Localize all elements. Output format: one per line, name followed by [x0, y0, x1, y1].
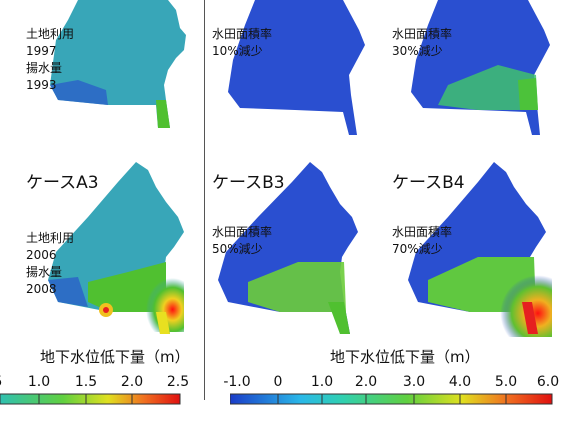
legend-right-tick: 4.0 — [448, 374, 472, 390]
map-top-left — [50, 0, 186, 128]
legend-left-tick: 5 — [0, 374, 2, 390]
label-b4: 水田面積率 70%減少 — [392, 225, 453, 256]
map-a3 — [48, 162, 184, 334]
label-b3: 水田面積率 50%減少 — [212, 225, 273, 256]
legend-right-tick: 2.0 — [354, 374, 378, 390]
legend-left-tick: 2.0 — [120, 374, 144, 390]
legend-right-colorbar — [230, 393, 553, 405]
legend-right-tick: 6.0 — [536, 374, 560, 390]
legend-right-tick: 0 — [273, 374, 283, 390]
legend-left-tick: 1.0 — [27, 374, 51, 390]
legend-right-tick: 1.0 — [310, 374, 334, 390]
map-b3 — [218, 162, 358, 334]
label-top-left: 土地利用 1997 揚水量 1993 — [26, 27, 75, 92]
legend-left-title: 地下水位低下量（m） — [40, 348, 190, 366]
case-label-a3: ケースA3 — [26, 173, 99, 193]
legend-right-title: 地下水位低下量（m） — [330, 348, 480, 366]
case-label-b4: ケースB4 — [392, 173, 465, 193]
label-top-b1: 水田面積率 10%減少 — [212, 27, 273, 58]
legend-right-tick: -1.0 — [223, 374, 251, 390]
legend-right-tick: 3.0 — [402, 374, 426, 390]
legend-left-colorbar — [0, 393, 181, 405]
label-a3: 土地利用 2006 揚水量 2008 — [26, 231, 75, 296]
legend-right-tick: 5.0 — [494, 374, 518, 390]
legend-left-tick: 1.5 — [74, 374, 98, 390]
panel-divider — [204, 0, 205, 400]
map-top-b1 — [228, 0, 365, 135]
map-b4 — [408, 162, 552, 337]
map-top-b2 — [411, 0, 550, 135]
case-label-b3: ケースB3 — [212, 173, 285, 193]
label-top-b2: 水田面積率 30%減少 — [392, 27, 453, 58]
legend-left-tick: 2.5 — [166, 374, 190, 390]
